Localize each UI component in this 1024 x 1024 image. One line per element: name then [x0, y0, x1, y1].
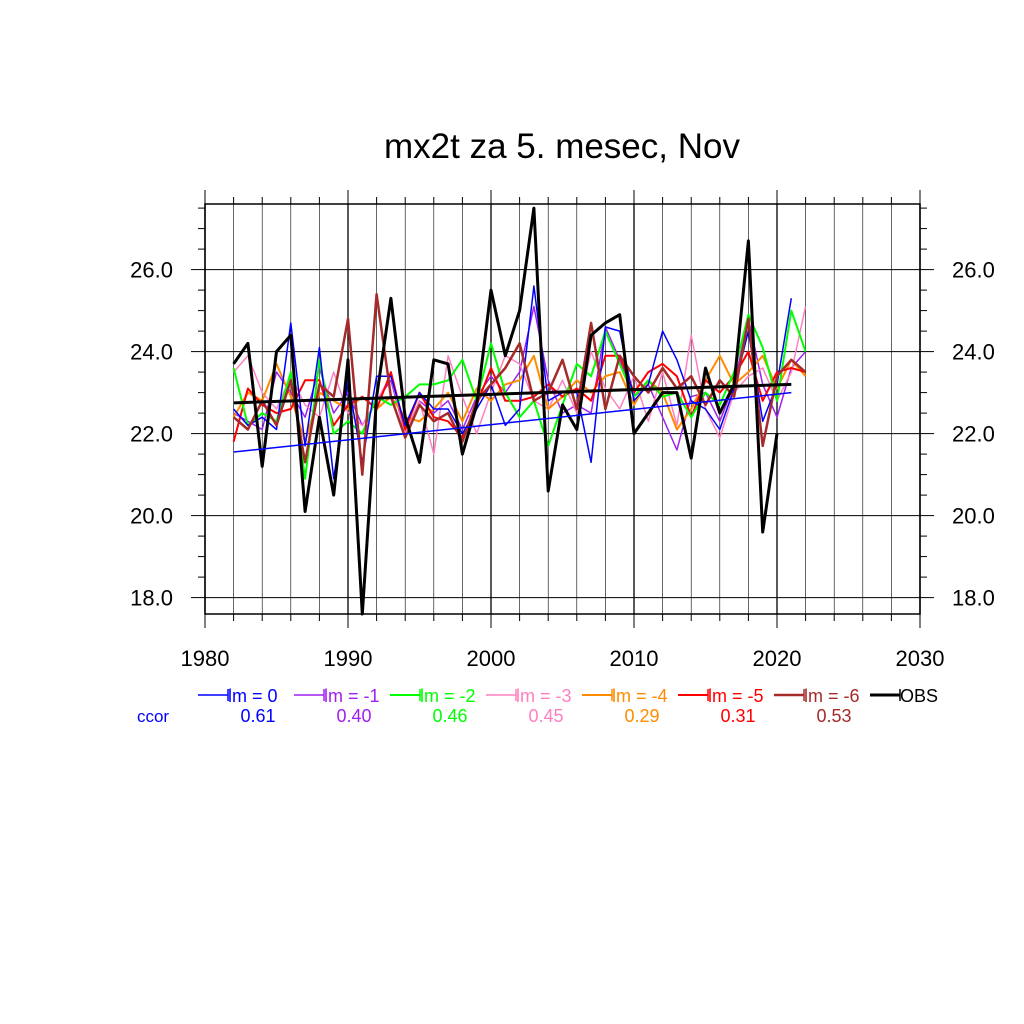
- legend-ccor-value: 0.53: [816, 706, 851, 726]
- trend-layer: [233, 382, 792, 453]
- series-line-lm-6: [232, 292, 807, 476]
- legend-label: lm = -4: [612, 686, 668, 706]
- series-line-lm-3: [233, 306, 807, 455]
- plot-frame: [204, 203, 921, 615]
- axes: [191, 190, 934, 628]
- x-tick-label: 2020: [753, 646, 802, 671]
- trend-line-obs: [233, 382, 792, 405]
- x-tick-label: 2030: [896, 646, 945, 671]
- legend-label: lm = -1: [324, 686, 380, 706]
- legend-ccor-value: 0.46: [432, 706, 467, 726]
- tick-labels: 1980 1990 2000 2010 2020 2030 18.0 18.0 20.0 20.0…: [130, 258, 995, 671]
- series-line-lm-4: [232, 354, 807, 443]
- legend-ccor-value: 0.45: [528, 706, 563, 726]
- legend-ccor-value: 0.61: [240, 706, 275, 726]
- y-tick-label-right: 22.0: [952, 422, 995, 447]
- y-tick-label-left: 18.0: [130, 586, 173, 611]
- legend-ccor-value: 0.29: [624, 706, 659, 726]
- y-tick-label-left: 22.0: [130, 422, 173, 447]
- y-tick-label-right: 24.0: [952, 340, 995, 365]
- legend-label: OBS: [900, 686, 938, 706]
- legend-ccor-value: 0.40: [336, 706, 371, 726]
- y-tick-label-right: 20.0: [952, 504, 995, 529]
- y-tick-label-left: 26.0: [130, 258, 173, 283]
- legend-ccor-label: ccor: [137, 707, 169, 726]
- series-layer: [232, 206, 807, 616]
- y-tick-label-right: 18.0: [952, 586, 995, 611]
- legend-label: lm = -3: [516, 686, 572, 706]
- y-tick-label-left: 20.0: [130, 504, 173, 529]
- legend-label: lm = -2: [420, 686, 476, 706]
- legend-label: lm = -6: [804, 686, 860, 706]
- trend-line-lm-0: [233, 391, 792, 453]
- x-tick-label: 2000: [467, 646, 516, 671]
- legend-label: lm = 0: [228, 686, 278, 706]
- legend: ccor lm = 00.61 lm = -10.40 lm = -20.46 lm =…: [137, 686, 938, 726]
- x-tick-label: 1990: [324, 646, 373, 671]
- y-tick-label-right: 26.0: [952, 258, 995, 283]
- chart-title: mx2t za 5. mesec, Nov: [384, 127, 740, 166]
- legend-ccor-value: 0.31: [720, 706, 755, 726]
- x-tick-label: 1980: [181, 646, 230, 671]
- legend-label: lm = -5: [708, 686, 764, 706]
- y-tick-label-left: 24.0: [130, 340, 173, 365]
- x-tick-label: 2010: [610, 646, 659, 671]
- series-line-obs: [232, 206, 779, 616]
